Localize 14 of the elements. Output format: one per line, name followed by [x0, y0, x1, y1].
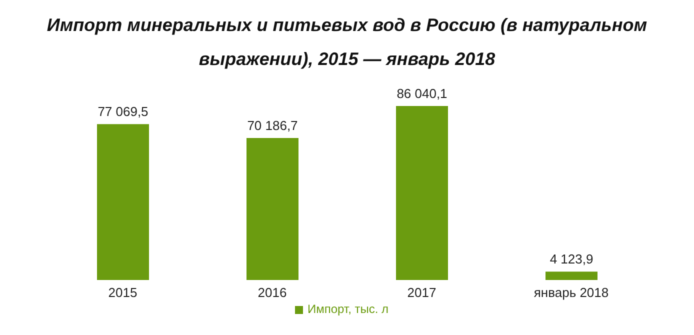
- data-label: 86 040,1: [396, 86, 448, 101]
- bar: [546, 272, 598, 280]
- legend-label: Импорт, тыс. л: [307, 302, 389, 316]
- x-tick-label: 2015: [108, 285, 138, 300]
- bar: [97, 124, 149, 280]
- data-label: 4 123,9: [550, 252, 594, 267]
- data-label: 77 069,5: [98, 104, 148, 120]
- data-label: 70 186,7: [247, 118, 298, 134]
- bar: [246, 138, 298, 280]
- x-tick-label: 2017: [407, 285, 436, 300]
- x-tick-label: январь 2018: [534, 285, 609, 300]
- x-tick-label: 2016: [258, 285, 287, 300]
- bar: [396, 106, 448, 280]
- chart-title: Импорт минеральных и питьевых вод в Россию (в натуральном выражении), 2015 — январь 2018: [46, 14, 648, 71]
